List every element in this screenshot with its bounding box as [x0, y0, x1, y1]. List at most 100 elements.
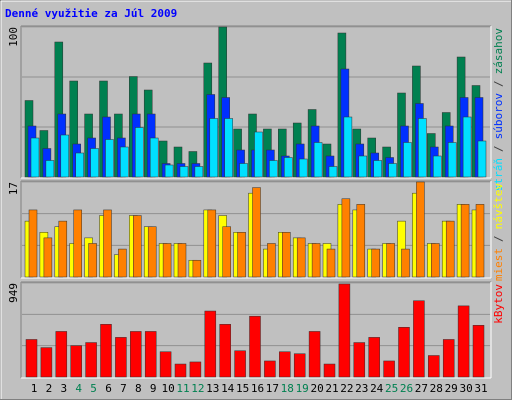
bar [477, 140, 487, 178]
x-tick-label: 11 [176, 382, 189, 395]
x-tick-label: 2 [46, 382, 53, 395]
x-tick-label: 25 [385, 382, 398, 395]
x-tick-label: 28 [430, 382, 443, 395]
bar [55, 331, 68, 378]
x-tick-label: 26 [400, 382, 413, 395]
x-tick-label: 22 [340, 382, 353, 395]
bar [162, 243, 172, 278]
legend: stráň / súborov / zásahov [492, 28, 505, 191]
bar [313, 142, 323, 178]
bar [475, 204, 485, 278]
bar [249, 315, 261, 378]
bar [224, 118, 233, 178]
bar [194, 166, 204, 178]
chart-title: Denné využitie za Júl 2009 [5, 7, 177, 20]
bar [269, 160, 278, 178]
bar [25, 339, 38, 378]
bar [252, 187, 261, 278]
x-tick-label: 7 [120, 382, 127, 395]
bar [239, 163, 248, 178]
bar [445, 220, 455, 278]
x-tick-label: 18 [281, 382, 294, 395]
legend-entry: stráň [492, 158, 505, 191]
bar [209, 118, 219, 178]
bar [174, 363, 187, 378]
x-tick-label: 14 [221, 382, 235, 395]
legend: kBytov [492, 284, 505, 324]
bar [120, 146, 129, 178]
x-tick-label: 16 [251, 382, 264, 395]
y-tick-label: 17 [7, 182, 20, 195]
bar [135, 127, 144, 178]
bar [282, 232, 291, 278]
bar [356, 204, 366, 278]
bar [85, 342, 97, 378]
bar [144, 331, 157, 378]
x-tick-label: 8 [135, 382, 142, 395]
bar [115, 337, 127, 378]
bar [204, 310, 217, 378]
bar [147, 226, 157, 278]
bar [189, 361, 202, 378]
bar [234, 350, 246, 378]
x-tick-label: 1 [31, 382, 38, 395]
bar [58, 220, 68, 278]
bar [88, 243, 97, 278]
legend-entry: návštev [492, 183, 505, 230]
bar [149, 137, 159, 178]
bar [105, 139, 114, 178]
bar [118, 248, 127, 278]
x-tick-label: 3 [60, 382, 67, 395]
legend-separator: / [492, 80, 505, 87]
x-tick-label: 10 [161, 382, 174, 395]
bar [343, 116, 353, 178]
bar [30, 137, 40, 178]
bar [373, 160, 382, 178]
bar [353, 342, 366, 378]
bar [311, 243, 321, 278]
x-tick-label: 15 [236, 382, 249, 395]
bar [192, 259, 202, 278]
bar [386, 243, 395, 278]
bar [219, 324, 231, 378]
x-tick-label: 19 [296, 382, 309, 395]
bar [383, 360, 395, 378]
bar [388, 163, 397, 178]
legend: miest / návštev [492, 183, 505, 281]
bar [264, 360, 276, 378]
bar [222, 226, 231, 278]
x-tick-label: 27 [415, 382, 428, 395]
bar [323, 363, 336, 378]
y-tick-label: 100 [7, 27, 20, 47]
bar [401, 248, 410, 278]
x-tick-label: 5 [90, 382, 97, 395]
bar [164, 164, 174, 178]
bar [368, 337, 380, 378]
legend-entry: miest [492, 248, 505, 281]
bar [45, 160, 55, 178]
bar [159, 351, 172, 378]
bar [403, 142, 412, 178]
legend-entry: súborov [492, 93, 505, 140]
x-tick-label: 29 [445, 382, 458, 395]
bar [75, 152, 84, 178]
bar [296, 237, 306, 278]
legend-entry: kBytov [492, 284, 505, 324]
bar [413, 300, 425, 378]
x-tick-label: 13 [206, 382, 219, 395]
bar [328, 166, 338, 178]
bar [43, 237, 53, 278]
bar [279, 351, 291, 378]
bar [460, 204, 470, 278]
bar [179, 166, 189, 178]
bar [298, 158, 308, 178]
bar [207, 209, 217, 278]
legend-separator: / [492, 235, 505, 242]
bar [254, 131, 263, 178]
bar [130, 331, 142, 378]
bar [472, 325, 485, 378]
bar [447, 142, 457, 178]
x-tick-label: 9 [150, 382, 157, 395]
